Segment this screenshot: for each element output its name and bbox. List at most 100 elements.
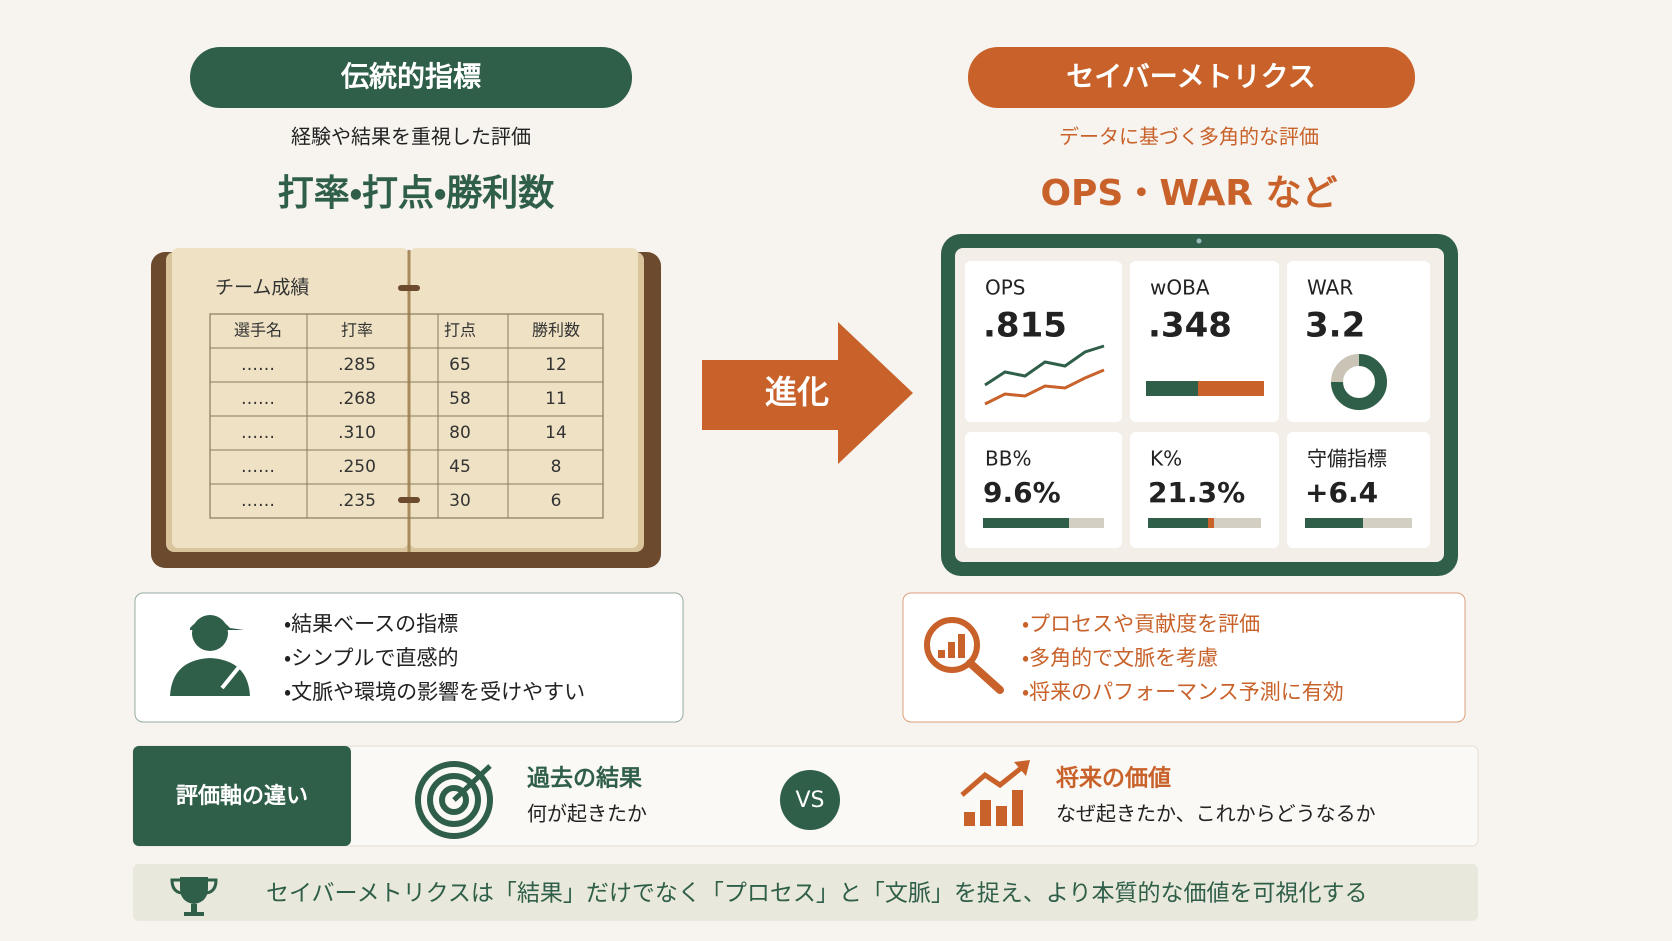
book-page bbox=[410, 248, 638, 548]
table-cell: …… bbox=[241, 389, 275, 409]
table-cell: …… bbox=[241, 423, 275, 443]
point-box bbox=[134, 592, 684, 723]
sparkline bbox=[984, 344, 1105, 387]
icon-trend bbox=[960, 763, 1027, 797]
future-text: なぜ起きたか、これからどうなるか bbox=[1056, 802, 1376, 826]
icon-bar bbox=[996, 806, 1007, 826]
icon-target bbox=[439, 785, 469, 815]
table-cell: 8 bbox=[551, 457, 562, 477]
table-cell: 11 bbox=[545, 389, 567, 409]
table-cell: …… bbox=[241, 457, 275, 477]
table-cell: …… bbox=[241, 491, 275, 511]
table-header: 打点 bbox=[444, 321, 476, 340]
gauge-fill bbox=[1148, 518, 1208, 528]
vs-text: VS bbox=[795, 788, 824, 813]
table-header: 選手名 bbox=[234, 321, 282, 340]
table-header: 打率 bbox=[341, 321, 373, 340]
table-cell: 65 bbox=[449, 355, 471, 375]
footer-text: セイバーメトリクスは「結果」だけでなく「プロセス」と「文脈」を捉え、より本質的な… bbox=[266, 881, 1367, 907]
table-cell: …… bbox=[241, 355, 275, 375]
sparkline bbox=[984, 368, 1105, 406]
arrow-text: 進化 bbox=[765, 373, 829, 411]
book-page bbox=[172, 248, 408, 548]
arrow bbox=[702, 322, 913, 464]
table-cell: .250 bbox=[338, 457, 376, 477]
metric-value: .348 bbox=[1148, 306, 1232, 346]
point: ・結果ベースの指標 bbox=[284, 612, 458, 636]
icon-bar bbox=[1012, 790, 1023, 826]
donut-arc bbox=[1331, 354, 1387, 410]
point: ・シンプルで直感的 bbox=[284, 646, 459, 670]
icon-dart bbox=[452, 764, 492, 802]
icon-target bbox=[427, 773, 481, 827]
metric-card bbox=[1287, 261, 1430, 422]
icon-pen bbox=[220, 654, 250, 690]
metric-label: 守備指標 bbox=[1307, 447, 1387, 471]
metric-value: 9.6% bbox=[983, 476, 1061, 509]
metric-value: 3.2 bbox=[1305, 306, 1365, 346]
point: ・将来のパフォーマンス予測に有効 bbox=[1022, 680, 1344, 704]
icon-target bbox=[415, 761, 493, 839]
icon-lens bbox=[924, 617, 980, 673]
table-cell: 30 bbox=[449, 491, 471, 511]
metric-label: OPS bbox=[985, 276, 1026, 300]
metric-label: wOBA bbox=[1150, 276, 1210, 300]
table-cell: .268 bbox=[338, 389, 376, 409]
comparison-label: 評価軸の違い bbox=[176, 783, 308, 809]
metric-label: BB% bbox=[985, 447, 1031, 471]
table-cell: 58 bbox=[449, 389, 471, 409]
metric-value: .815 bbox=[983, 306, 1067, 346]
metric-value: 21.3% bbox=[1148, 476, 1245, 509]
past-title: 過去の結果 bbox=[527, 765, 642, 792]
table-cell: 80 bbox=[449, 423, 471, 443]
table-cell: .310 bbox=[338, 423, 376, 443]
icon-trophy bbox=[180, 877, 208, 916]
badge-text: 伝統的指標 bbox=[340, 60, 481, 93]
gauge-accent bbox=[1208, 518, 1214, 528]
vs-circle bbox=[780, 770, 840, 830]
icon-body bbox=[170, 658, 250, 696]
bar-orange bbox=[1198, 381, 1264, 396]
icon-bar bbox=[938, 650, 945, 658]
metric-label: K% bbox=[1150, 447, 1182, 471]
book-clasp bbox=[398, 497, 420, 503]
badge-text: セイバーメトリクス bbox=[1066, 60, 1315, 93]
table-cell: .235 bbox=[338, 491, 376, 511]
future-title: 将来の価値 bbox=[1056, 765, 1171, 792]
book-clasp bbox=[398, 285, 420, 291]
metric-value: +6.4 bbox=[1305, 476, 1378, 509]
headline: OPS・WAR など bbox=[1040, 173, 1337, 214]
comparison-label-box bbox=[133, 746, 351, 846]
icon-bar bbox=[948, 642, 955, 658]
table-cell: 6 bbox=[551, 491, 562, 511]
badge bbox=[190, 47, 632, 108]
icon-cap bbox=[190, 617, 244, 630]
icon-arrowhead bbox=[1014, 760, 1030, 776]
icon-bar bbox=[980, 800, 991, 826]
gauge-fill bbox=[1305, 518, 1363, 528]
table-cell: 45 bbox=[449, 457, 471, 477]
metric-label: WAR bbox=[1307, 276, 1353, 300]
point: ・プロセスや貢献度を評価 bbox=[1022, 612, 1260, 636]
past-text: 何が起きたか bbox=[527, 802, 647, 826]
point: ・文脈や環境の影響を受けやすい bbox=[284, 680, 585, 704]
table-cell: 14 bbox=[545, 423, 567, 443]
point: ・多角的で文脈を考慮 bbox=[1022, 646, 1218, 670]
point-box bbox=[902, 592, 1466, 723]
icon-bar bbox=[964, 812, 975, 826]
footer-box bbox=[133, 864, 1478, 921]
badge bbox=[968, 47, 1415, 108]
tablet-camera bbox=[1196, 238, 1202, 244]
table-header: 勝利数 bbox=[532, 321, 580, 340]
gauge-fill bbox=[983, 518, 1069, 528]
icon-bar bbox=[958, 634, 965, 658]
headline: 打率・打点・勝利数 bbox=[278, 173, 554, 214]
metric-card bbox=[965, 261, 1122, 422]
icon-trophy-handles bbox=[170, 878, 218, 895]
subtitle: データに基づく多角的な評価 bbox=[1059, 125, 1319, 149]
table-cell: .285 bbox=[338, 355, 376, 375]
subtitle: 経験や結果を重視した評価 bbox=[291, 125, 531, 149]
book-title: チーム成績 bbox=[215, 277, 309, 299]
table-cell: 12 bbox=[545, 355, 567, 375]
